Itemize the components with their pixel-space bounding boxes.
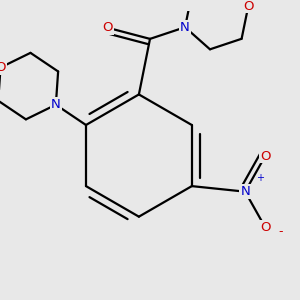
Text: N: N (51, 98, 61, 111)
Text: +: + (256, 173, 264, 183)
Text: O: O (243, 0, 254, 13)
Text: O: O (260, 221, 270, 234)
Text: O: O (103, 21, 113, 34)
Text: N: N (240, 185, 250, 198)
Text: O: O (0, 61, 6, 74)
Text: -: - (278, 225, 283, 238)
Text: O: O (260, 150, 270, 163)
Text: N: N (180, 21, 190, 34)
